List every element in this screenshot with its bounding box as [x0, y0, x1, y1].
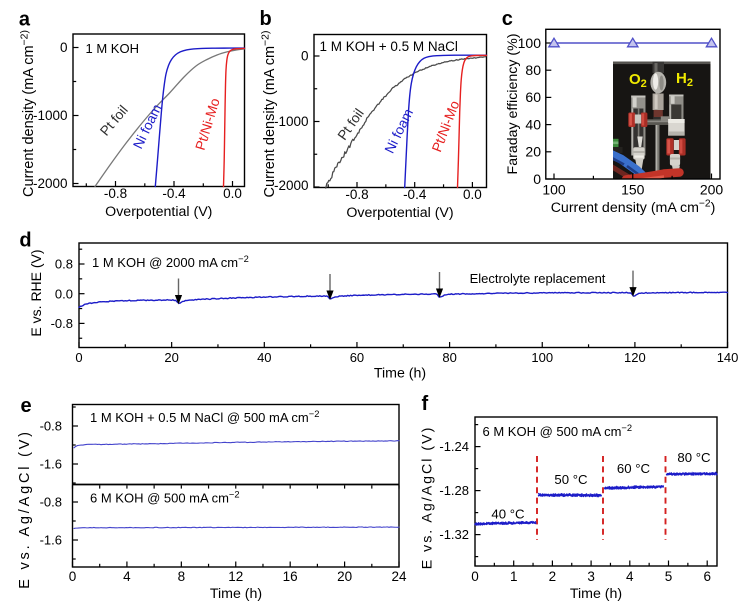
svg-text:3: 3 — [587, 569, 595, 584]
svg-text:-1.6: -1.6 — [40, 533, 62, 548]
svg-text:Current density (mA cm−2): Current density (mA cm−2) — [261, 31, 279, 198]
svg-text:0.8: 0.8 — [55, 257, 73, 272]
svg-text:0: 0 — [75, 350, 82, 365]
svg-text:80: 80 — [525, 62, 541, 78]
svg-text:Electrolyte replacement: Electrolyte replacement — [470, 271, 606, 286]
svg-text:-1000: -1000 — [274, 114, 309, 129]
svg-text:E vs. Ag/AgCl (V): E vs. Ag/AgCl (V) — [420, 426, 436, 570]
svg-text:0: 0 — [533, 171, 541, 187]
svg-text:d: d — [19, 229, 31, 251]
svg-text:0: 0 — [301, 49, 309, 64]
svg-text:Overpotential (V): Overpotential (V) — [105, 204, 212, 220]
svg-text:80: 80 — [442, 350, 456, 365]
svg-text:-1.24: -1.24 — [439, 439, 469, 454]
svg-text:0.0: 0.0 — [55, 286, 73, 301]
svg-text:E vs. RHE (V): E vs. RHE (V) — [28, 249, 44, 336]
svg-text:Faraday efficiency (%): Faraday efficiency (%) — [505, 34, 521, 175]
svg-text:Time (h): Time (h) — [210, 586, 262, 602]
svg-text:f: f — [422, 393, 429, 415]
svg-text:12: 12 — [228, 569, 243, 584]
svg-text:40: 40 — [257, 350, 271, 365]
svg-text:-0.8: -0.8 — [40, 419, 62, 434]
svg-text:4: 4 — [123, 569, 131, 584]
svg-text:-1.32: -1.32 — [439, 527, 469, 542]
svg-text:200: 200 — [700, 182, 724, 198]
svg-text:c: c — [502, 8, 513, 30]
svg-text:Current density (mA cm−2): Current density (mA cm−2) — [20, 30, 38, 197]
svg-text:-1000: -1000 — [33, 108, 68, 123]
svg-text:80 °C: 80 °C — [677, 450, 711, 465]
svg-text:20: 20 — [525, 144, 541, 160]
svg-text:-0.8: -0.8 — [104, 186, 127, 201]
svg-text:50 °C: 50 °C — [554, 472, 588, 487]
svg-text:24: 24 — [392, 569, 408, 584]
svg-text:-1.6: -1.6 — [40, 457, 62, 472]
svg-text:-0.8: -0.8 — [51, 316, 73, 331]
svg-text:-0.4: -0.4 — [162, 186, 186, 201]
svg-text:0: 0 — [69, 569, 77, 584]
svg-text:-2000: -2000 — [33, 176, 68, 191]
svg-text:0.0: 0.0 — [463, 187, 482, 202]
svg-text:60 °C: 60 °C — [617, 461, 651, 476]
svg-text:e: e — [21, 395, 32, 417]
svg-text:-2000: -2000 — [274, 178, 309, 193]
svg-text:b: b — [260, 8, 272, 30]
svg-text:60: 60 — [525, 89, 541, 105]
svg-text:6: 6 — [703, 569, 711, 584]
svg-text:4: 4 — [626, 569, 634, 584]
svg-text:100: 100 — [531, 350, 553, 365]
svg-text:8: 8 — [178, 569, 186, 584]
svg-text:150: 150 — [621, 182, 645, 198]
svg-text:Current density (mA cm−2): Current density (mA cm−2) — [551, 199, 716, 216]
svg-text:100: 100 — [518, 35, 542, 51]
svg-text:0: 0 — [471, 569, 479, 584]
svg-text:1 M KOH @ 2000 mA cm−2: 1 M KOH @ 2000 mA cm−2 — [92, 254, 249, 270]
svg-text:6 M KOH @ 500 mA cm−2: 6 M KOH @ 500 mA cm−2 — [483, 423, 633, 439]
svg-text:a: a — [19, 8, 31, 30]
svg-text:-0.8: -0.8 — [40, 495, 62, 510]
svg-text:Time (h): Time (h) — [570, 586, 622, 602]
svg-text:120: 120 — [624, 350, 646, 365]
svg-text:5: 5 — [665, 569, 673, 584]
svg-text:1 M KOH + 0.5 M NaCl @ 500 mA: 1 M KOH + 0.5 M NaCl @ 500 mA cm−2 — [90, 409, 319, 425]
svg-text:E vs. Ag/AgCl (V): E vs. Ag/AgCl (V) — [17, 429, 33, 589]
svg-text:100: 100 — [542, 182, 566, 198]
svg-text:-1.28: -1.28 — [439, 483, 469, 498]
svg-text:0.0: 0.0 — [223, 186, 242, 201]
svg-text:1 M KOH: 1 M KOH — [86, 41, 139, 56]
svg-text:Overpotential (V): Overpotential (V) — [346, 205, 453, 221]
svg-text:1: 1 — [510, 569, 518, 584]
svg-text:20: 20 — [164, 350, 178, 365]
svg-text:40 °C: 40 °C — [491, 507, 525, 522]
svg-text:-0.4: -0.4 — [403, 187, 427, 202]
svg-text:-0.8: -0.8 — [345, 187, 368, 202]
svg-text:1 M KOH + 0.5 M NaCl: 1 M KOH + 0.5 M NaCl — [320, 39, 458, 54]
svg-text:20: 20 — [337, 569, 352, 584]
svg-text:40: 40 — [525, 116, 541, 132]
svg-text:0: 0 — [60, 40, 68, 55]
svg-text:6 M KOH @ 500 mA cm−2: 6 M KOH @ 500 mA cm−2 — [90, 490, 240, 506]
svg-text:60: 60 — [350, 350, 364, 365]
svg-text:2: 2 — [549, 569, 557, 584]
svg-text:16: 16 — [283, 569, 298, 584]
svg-text:Time (h): Time (h) — [374, 366, 426, 382]
svg-text:140: 140 — [717, 350, 738, 365]
